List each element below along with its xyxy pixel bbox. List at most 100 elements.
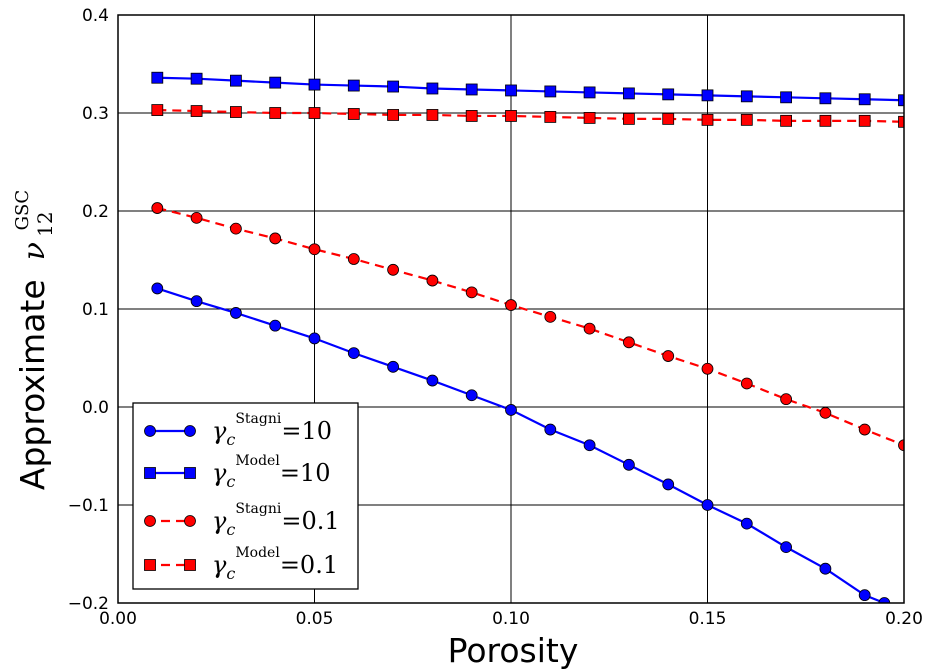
data-point (780, 393, 792, 406)
data-point (465, 110, 478, 122)
data-point (740, 377, 753, 390)
data-point (858, 589, 871, 602)
data-point (583, 439, 596, 452)
data-point (819, 562, 832, 575)
y-tick-label: 0.3 (82, 104, 109, 124)
data-point (190, 211, 203, 224)
data-point (387, 263, 400, 276)
data-point (544, 85, 557, 98)
data-point (505, 84, 517, 97)
y-tick-label: −0.2 (68, 594, 109, 614)
legend-marker (184, 467, 196, 479)
data-point (858, 93, 871, 106)
data-point (544, 423, 557, 436)
legend-label: γcModel=10 (212, 453, 330, 491)
data-point (819, 114, 832, 127)
data-point (426, 374, 439, 387)
x-tick-label: 0.15 (689, 609, 727, 629)
data-point (387, 360, 400, 373)
data-point (780, 541, 792, 554)
legend-label: γcStagni=10 (212, 411, 332, 449)
svg-text:Approximate ν 12: Approximate ν 12 GSC (12, 190, 57, 490)
series-line (157, 76, 904, 102)
y-tick-label: 0.2 (82, 202, 109, 222)
data-point (426, 82, 439, 95)
data-point (740, 517, 753, 530)
y-axis-title-symbol: ν (17, 242, 52, 260)
data-point (623, 112, 635, 125)
data-point (623, 336, 635, 349)
data-point (819, 406, 832, 419)
data-point (347, 79, 360, 92)
data-point (308, 243, 321, 256)
data-point (701, 89, 714, 102)
data-point (190, 295, 203, 308)
data-point (662, 350, 675, 362)
data-point (426, 274, 439, 287)
y-tick-label: 0.0 (82, 398, 109, 418)
plot-frame (117, 14, 905, 604)
data-point (347, 253, 360, 265)
data-point (583, 112, 596, 124)
data-point (465, 286, 478, 299)
series-line (157, 108, 904, 123)
data-point (662, 478, 675, 491)
data-point (465, 83, 478, 96)
data-point (583, 322, 596, 335)
data-point (387, 109, 400, 121)
data-point (544, 111, 557, 123)
data-point (662, 112, 675, 125)
x-tick-label: 0.05 (296, 609, 334, 629)
y-axis-title-subscript: 12 (33, 211, 57, 236)
series-2 (151, 202, 904, 452)
data-point (740, 90, 753, 103)
data-point (505, 404, 517, 416)
data-point (229, 106, 242, 118)
data-point (151, 104, 164, 116)
series-0 (151, 282, 891, 603)
data-point (387, 80, 400, 93)
data-point (269, 107, 282, 119)
data-point (780, 114, 792, 127)
y-axis-title-superscript: GSC (12, 190, 33, 230)
data-point (229, 307, 242, 319)
x-tick-label: 0.10 (492, 609, 530, 629)
legend-item: γcModel=0.1 (144, 545, 338, 583)
legend-marker (184, 425, 196, 437)
legend-marker (144, 515, 156, 527)
data-point (819, 92, 832, 105)
data-point (701, 113, 714, 126)
data-point (308, 78, 321, 91)
x-axis-title: Porosity (448, 631, 579, 670)
tick-labels: 0.00 0.05 0.10 0.15 0.20 −0.2 −0.1 0.0 0.1 0.2 0.3… (68, 6, 923, 629)
data-point (623, 87, 635, 100)
data-point (740, 113, 753, 126)
data-point (269, 232, 282, 245)
data-point (701, 499, 714, 511)
data-point (347, 108, 360, 120)
legend-label: γcStagni=0.1 (212, 501, 340, 539)
legend-box (132, 402, 359, 590)
series-3 (151, 104, 904, 128)
data-point (544, 310, 557, 323)
data-point (505, 110, 517, 122)
data-point (269, 319, 282, 332)
data-point (190, 72, 203, 85)
legend: γcStagni=10 γcModel=10 γcStagni=0.1 γcModel… (132, 402, 359, 590)
series-1 (151, 71, 904, 107)
x-tick-label: 0.20 (885, 609, 923, 629)
data-point (190, 105, 203, 117)
legend-marker (144, 467, 156, 479)
data-point (505, 299, 517, 311)
data-point (229, 74, 242, 87)
data-point (426, 109, 439, 121)
data-point (583, 86, 596, 99)
series-line (156, 287, 885, 603)
data-point (701, 362, 714, 375)
data-point (878, 597, 891, 603)
data-point (308, 332, 321, 345)
data-point (465, 389, 478, 402)
y-tick-label: 0.4 (82, 6, 109, 26)
data-point (229, 222, 242, 235)
